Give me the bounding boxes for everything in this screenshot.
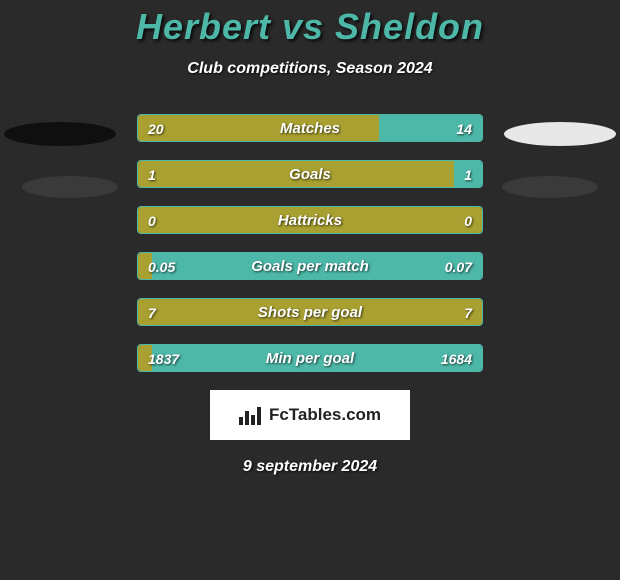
left-value: 7 (148, 299, 156, 326)
right-value: 0 (464, 207, 472, 234)
stat-row: Hattricks0 0 (137, 206, 483, 234)
stat-rows: Matches20 14 Goals1 1 Hattricks0 0 Goals per m… (137, 114, 483, 372)
stat-label: Hattricks (138, 207, 482, 234)
left-value: 20 (148, 115, 164, 142)
right-value: 1 (464, 161, 472, 188)
stat-label: Shots per goal (138, 299, 482, 326)
logo-text: FcTables.com (269, 405, 381, 425)
date-label: 9 september 2024 (243, 458, 377, 476)
stat-row: Goals1 1 (137, 160, 483, 188)
logo-chart-icon (239, 405, 263, 425)
right-value: 1684 (441, 345, 472, 372)
left-player-shadow (22, 176, 118, 198)
right-player-shadow (502, 176, 598, 198)
stat-row: Min per goal1837 1684 (137, 344, 483, 372)
stat-label: Goals (138, 161, 482, 188)
right-value: 0.07 (445, 253, 472, 280)
right-value: 7 (464, 299, 472, 326)
comparison-container: Herbert vs Sheldon Club competitions, Se… (0, 0, 620, 580)
left-value: 1 (148, 161, 156, 188)
left-player-silhouette (4, 122, 116, 146)
stat-row: Matches20 14 (137, 114, 483, 142)
left-value: 0.05 (148, 253, 175, 280)
page-title: Herbert vs Sheldon (136, 6, 484, 48)
stat-label: Min per goal (138, 345, 482, 372)
stat-label: Matches (138, 115, 482, 142)
logo-box[interactable]: FcTables.com (210, 390, 410, 440)
left-value: 0 (148, 207, 156, 234)
subtitle: Club competitions, Season 2024 (187, 60, 432, 78)
right-value: 14 (456, 115, 472, 142)
right-player-silhouette (504, 122, 616, 146)
left-value: 1837 (148, 345, 179, 372)
stat-row: Goals per match0.05 0.07 (137, 252, 483, 280)
stats-area: Matches20 14 Goals1 1 Hattricks0 0 Goals per m… (0, 114, 620, 372)
stat-label: Goals per match (138, 253, 482, 280)
stat-row: Shots per goal7 7 (137, 298, 483, 326)
